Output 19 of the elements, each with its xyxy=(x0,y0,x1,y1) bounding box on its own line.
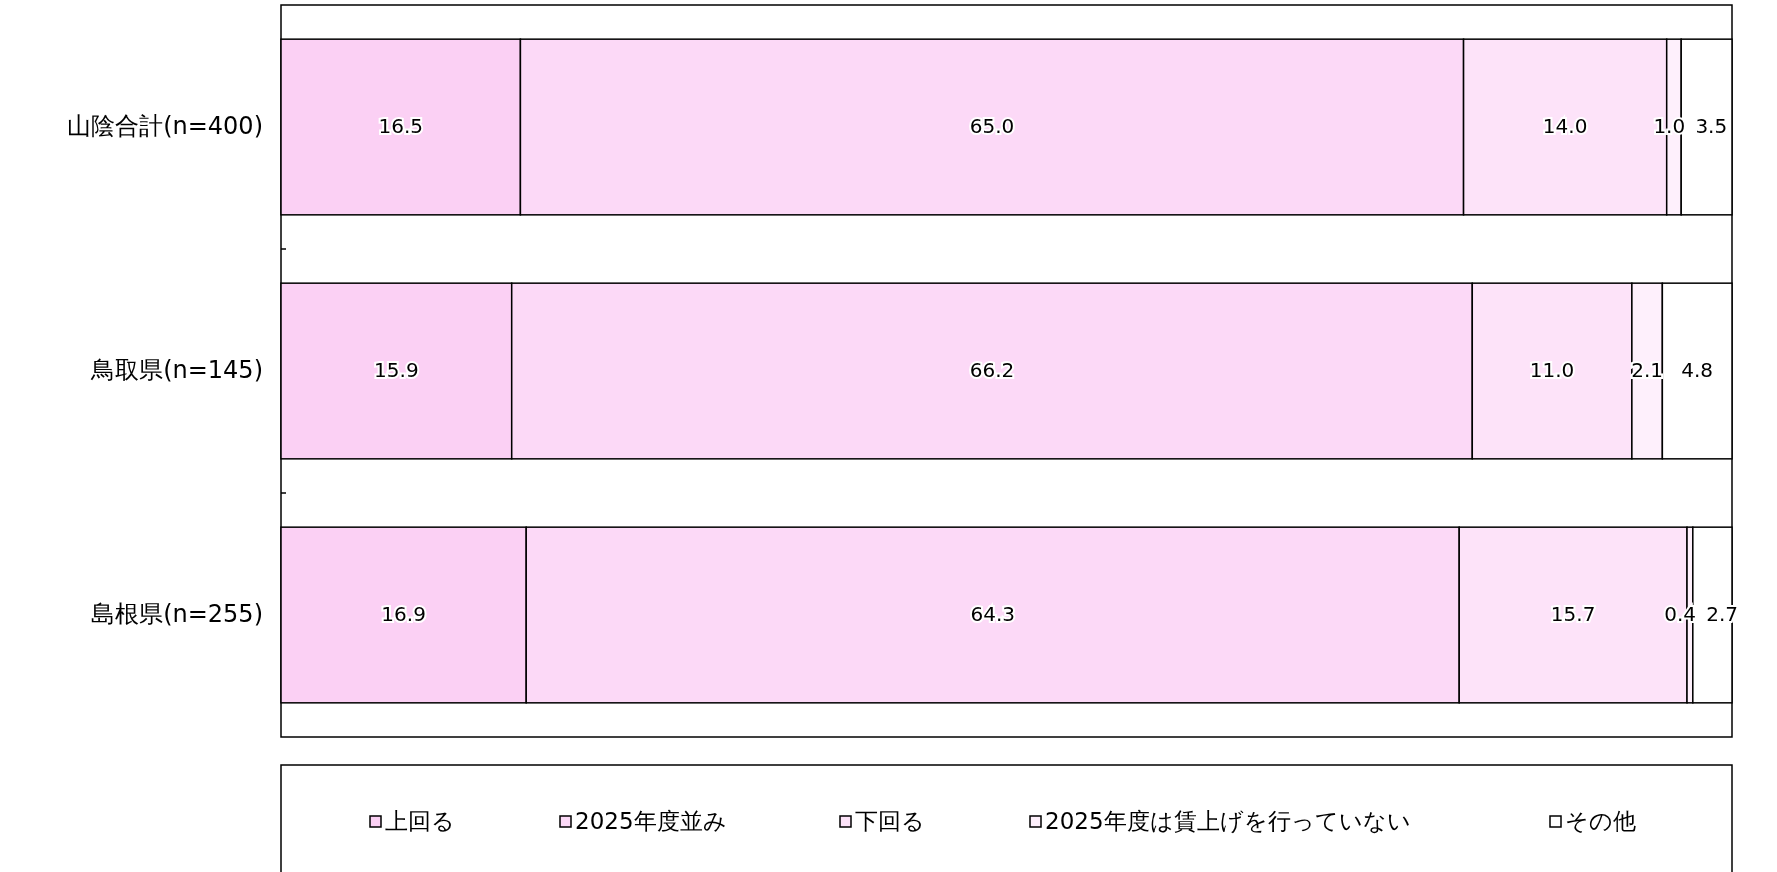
data-label: 16.5 xyxy=(378,113,423,138)
legend-label: 2025年度並み xyxy=(575,807,727,834)
data-label: 4.8 xyxy=(1681,357,1714,382)
data-label: 11.0 xyxy=(1529,357,1575,382)
data-label: 16.9 xyxy=(381,601,426,626)
legend-label: 下回る xyxy=(855,807,925,834)
data-label: 66.2 xyxy=(969,357,1015,382)
data-label: 3.5 xyxy=(1695,113,1728,138)
data-label: 14.0 xyxy=(1542,113,1588,138)
y-tick-label: 島根県(n=255) xyxy=(91,600,263,628)
legend-label: 2025年度は賃上げを行っていない xyxy=(1045,807,1411,834)
data-label: 64.3 xyxy=(970,601,1015,626)
data-label: 65.0 xyxy=(969,113,1015,138)
data-label: 15.7 xyxy=(1550,601,1596,626)
legend-label: 上回る xyxy=(385,807,455,834)
legend-label: その他 xyxy=(1565,807,1636,834)
y-tick-label: 山陰合計(n=400) xyxy=(67,112,263,140)
data-label: 15.9 xyxy=(374,357,419,382)
y-tick-label: 鳥取県(n=145) xyxy=(90,356,263,384)
